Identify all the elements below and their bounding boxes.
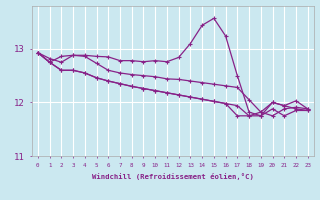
X-axis label: Windchill (Refroidissement éolien,°C): Windchill (Refroidissement éolien,°C)	[92, 174, 254, 181]
